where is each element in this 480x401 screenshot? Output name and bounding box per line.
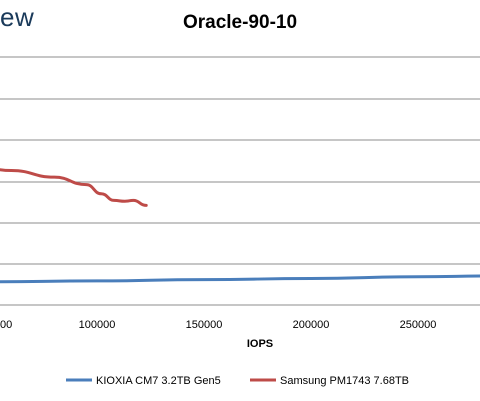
x-tick-label: 150000 bbox=[186, 319, 223, 331]
chart-series bbox=[0, 168, 480, 284]
chart-title: Oracle-90-10 bbox=[0, 12, 480, 34]
chart-title-text: Oracle-90-10 bbox=[182, 12, 298, 33]
legend-label-2: Samsung PM1743 7.68TB bbox=[280, 375, 409, 387]
x-axis-tick-labels: 100000 150000 200000 250000 00 bbox=[0, 319, 436, 331]
x-tick-label: 100000 bbox=[79, 319, 116, 331]
series-line-2 bbox=[0, 168, 148, 207]
legend-label-1: KIOXIA CM7 3.2TB Gen5 bbox=[96, 375, 221, 387]
chart-legend: KIOXIA CM7 3.2TB Gen5 Samsung PM1743 7.68… bbox=[66, 375, 409, 387]
x-tick-label: 200000 bbox=[293, 319, 330, 331]
site-logo-fragment: ew bbox=[0, 2, 35, 32]
x-tick-label-partial: 00 bbox=[0, 319, 12, 331]
gridlines bbox=[0, 56, 480, 306]
series-line-1 bbox=[0, 274, 480, 284]
x-tick-label: 250000 bbox=[400, 319, 437, 331]
x-axis-label: IOPS bbox=[247, 338, 273, 350]
